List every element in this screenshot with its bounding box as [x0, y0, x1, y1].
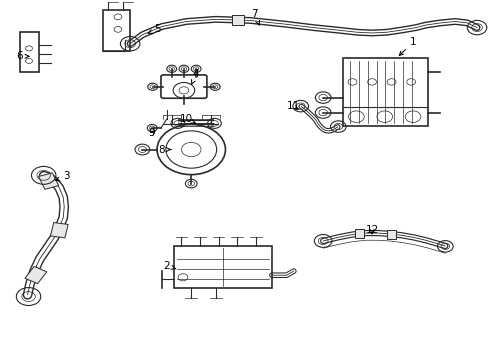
Text: 4: 4	[192, 69, 199, 85]
Text: 6: 6	[16, 51, 29, 61]
Text: 2: 2	[164, 261, 176, 271]
Text: 5: 5	[148, 24, 160, 35]
Bar	[355, 229, 364, 238]
Bar	[39, 173, 59, 189]
Text: 3: 3	[56, 171, 70, 181]
Text: 1: 1	[399, 37, 417, 55]
Bar	[50, 222, 68, 238]
Bar	[387, 230, 396, 239]
Bar	[232, 15, 244, 26]
Text: 8: 8	[159, 144, 171, 154]
Text: 10: 10	[180, 114, 196, 124]
Text: 11: 11	[287, 102, 300, 112]
Text: 9: 9	[149, 129, 155, 138]
Bar	[25, 266, 47, 284]
Text: 7: 7	[251, 9, 260, 25]
Text: 12: 12	[366, 225, 379, 235]
